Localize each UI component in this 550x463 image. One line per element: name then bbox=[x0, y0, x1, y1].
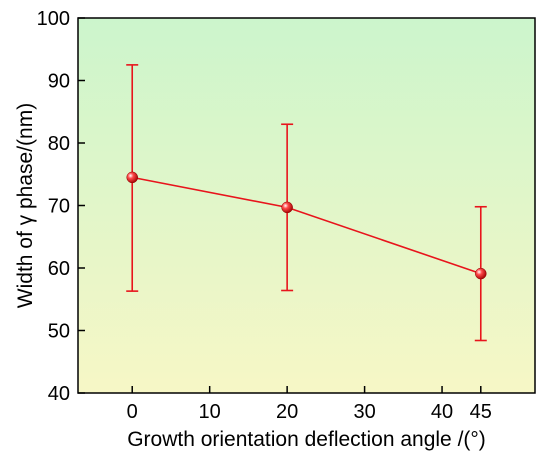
x-tick-label-20: 20 bbox=[276, 401, 298, 423]
y-axis: 40 50 60 70 80 90 100 bbox=[37, 8, 85, 405]
y-tick-label-90: 90 bbox=[48, 71, 70, 93]
x-tick-label-40: 40 bbox=[431, 401, 453, 423]
x-axis-title: Growth orientation deflection angle /(°) bbox=[127, 428, 486, 451]
data-point-0 bbox=[126, 171, 138, 184]
x-axis: 0 10 20 30 40 45 bbox=[127, 386, 492, 423]
x-tick-label-0: 0 bbox=[127, 401, 138, 423]
y-tick-label-50: 50 bbox=[48, 321, 70, 343]
y-tick-label-70: 70 bbox=[48, 196, 70, 218]
y-axis-title: Width of γ phase/(nm) bbox=[14, 103, 37, 308]
x-tick-label-30: 30 bbox=[353, 401, 375, 423]
y-tick-label-40: 40 bbox=[48, 383, 70, 405]
y-tick-label-100: 100 bbox=[37, 8, 70, 30]
series-layer bbox=[126, 64, 487, 342]
x-tick-label-10: 10 bbox=[199, 401, 221, 423]
y-tick-label-80: 80 bbox=[48, 133, 70, 155]
x-tick-label-45: 45 bbox=[470, 401, 492, 423]
data-point-1 bbox=[281, 201, 293, 214]
plot-area bbox=[78, 18, 535, 393]
y-tick-label-60: 60 bbox=[48, 258, 70, 280]
data-point-2 bbox=[475, 267, 487, 280]
